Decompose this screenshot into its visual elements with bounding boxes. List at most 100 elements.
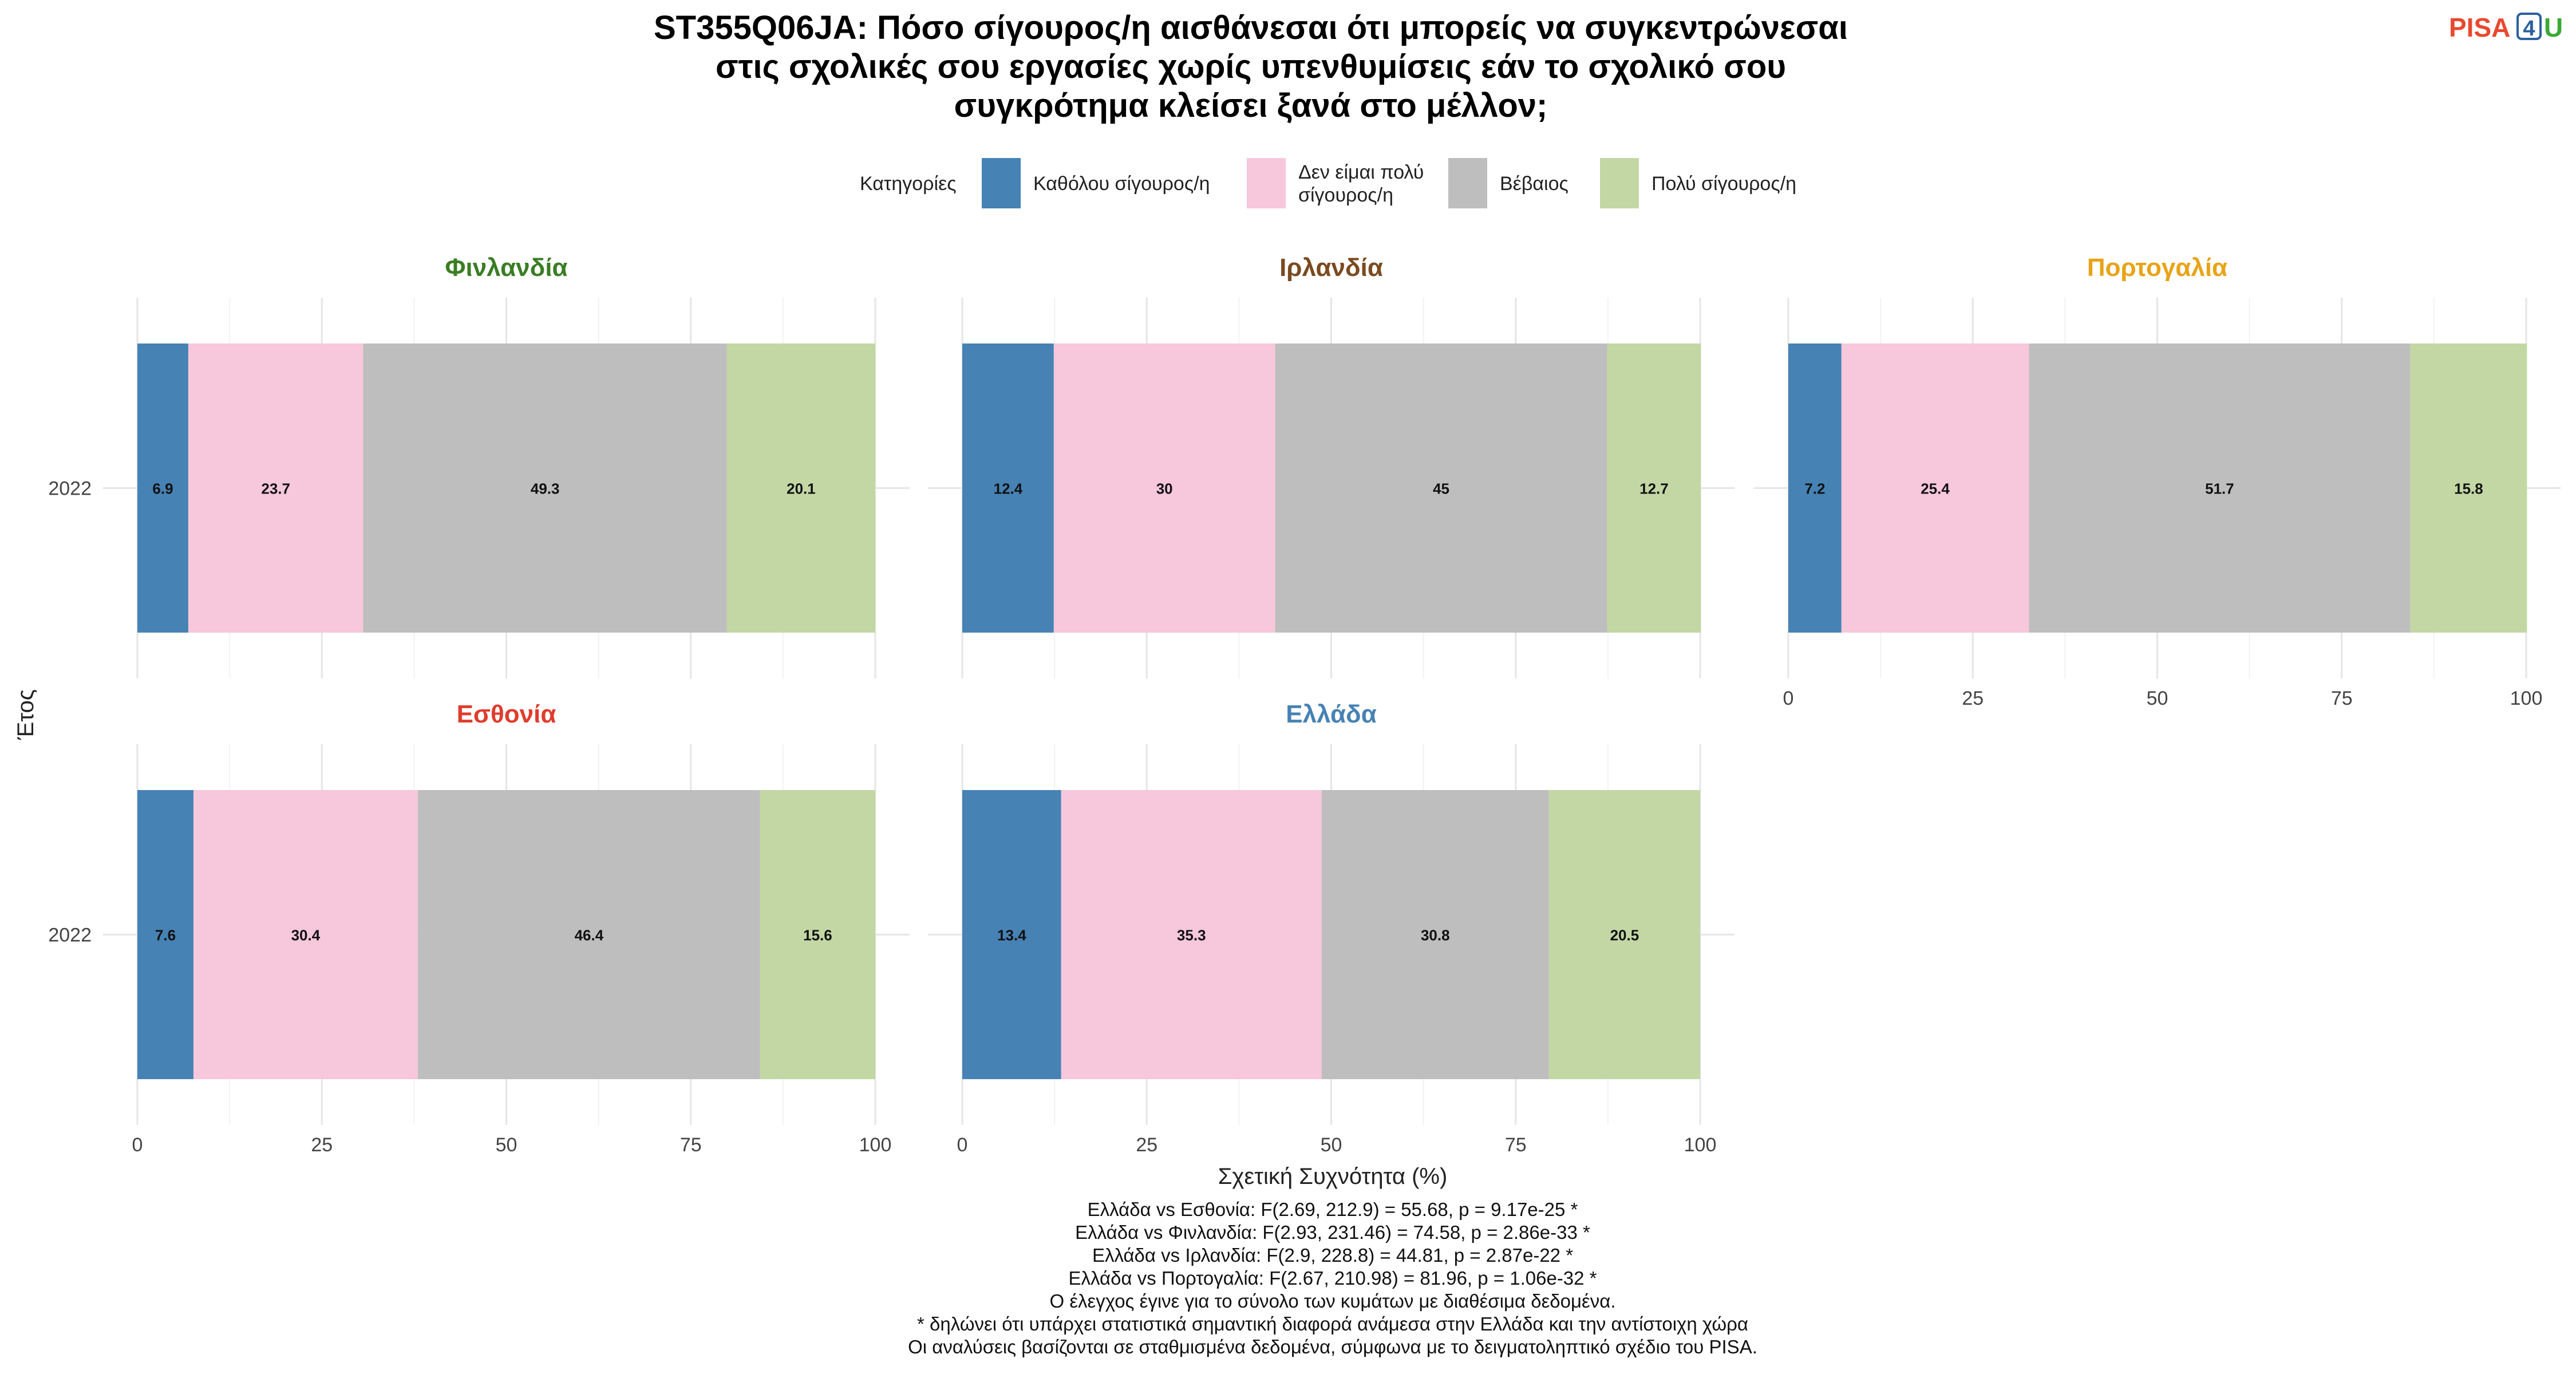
bar-segment xyxy=(1275,344,1607,633)
panel-title: Εσθονία xyxy=(457,700,556,728)
panel-title: Φινλανδία xyxy=(445,254,567,282)
legend-key xyxy=(1247,158,1286,208)
bar-segment xyxy=(1548,790,1700,1079)
bar-value-label: 6.9 xyxy=(152,480,173,498)
bar-segment xyxy=(188,344,364,633)
x-tick-label: 25 xyxy=(1962,688,1984,709)
panel-title: Πορτογαλία xyxy=(2087,254,2227,282)
bar-segment xyxy=(1841,344,2029,633)
x-tick-label: 50 xyxy=(2147,688,2168,709)
footnote-line: Ελλάδα vs Πορτογαλία: F(2.67, 210.98) = … xyxy=(1068,1268,1597,1289)
logo-letter: U xyxy=(2544,13,2563,42)
logo-text: PISA xyxy=(2449,13,2510,42)
bar-value-label: 20.1 xyxy=(787,480,816,498)
x-tick-label: 25 xyxy=(311,1134,333,1156)
bar-segment xyxy=(1788,344,1842,633)
bar-segment xyxy=(1321,790,1549,1079)
bar-value-label: 15.6 xyxy=(803,927,832,944)
legend-label: Δεν είμαι πολύ xyxy=(1298,161,1424,183)
x-tick-label: 100 xyxy=(859,1134,892,1156)
bar-value-label: 12.4 xyxy=(994,480,1023,498)
legend-label: Βέβαιος xyxy=(1500,173,1568,195)
logo-digit: 4 xyxy=(2523,17,2535,41)
x-tick-label: 100 xyxy=(1684,1134,1717,1156)
bar-segment xyxy=(1061,790,1322,1079)
legend-label: Καθόλου σίγουρος/η xyxy=(1033,173,1210,195)
footnote-line: Ελλάδα vs Ιρλανδία: F(2.9, 228.8) = 44.8… xyxy=(1092,1245,1573,1266)
y-tick-label: 2022 xyxy=(48,478,92,500)
facet-panel: Φινλανδία 6.9 23.7 49.3 20.1 2022 xyxy=(48,254,910,678)
bar-value-label: 15.8 xyxy=(2454,480,2483,498)
bar-segment xyxy=(2410,344,2527,633)
bar-value-label: 30.8 xyxy=(1421,927,1450,944)
x-tick-label: 0 xyxy=(957,1134,968,1156)
y-axis-title: Έτος xyxy=(13,689,38,740)
chart-title: ST355Q06JA: Πόσο σίγουρος/η αισθάνεσαι ό… xyxy=(654,9,1848,124)
x-tick-label: 0 xyxy=(1783,688,1794,709)
facet-panel: Ιρλανδία 12.4 30 45 12.7 xyxy=(928,254,1735,678)
x-axis-title: Σχετική Συχνότητα (%) xyxy=(1218,1164,1448,1189)
facet-panel: Πορτογαλία 7.2 25.4 51.7 15.8 0 25 50 75 100 xyxy=(1754,254,2561,709)
bar-value-label: 25.4 xyxy=(1921,480,1950,498)
axis-titles: Σχετική Συχνότητα (%) Έτος xyxy=(13,689,1447,1189)
legend-label: Πολύ σίγουρος/η xyxy=(1652,173,1796,195)
legend-title: Κατηγορίες xyxy=(860,173,957,195)
bar-segment xyxy=(1607,344,1701,633)
bar-value-label: 13.4 xyxy=(997,927,1026,944)
bar-segment xyxy=(417,790,760,1079)
bar-value-label: 45 xyxy=(1433,480,1449,498)
panel-title: Ιρλανδία xyxy=(1279,254,1383,282)
panel-title: Ελλάδα xyxy=(1286,700,1377,728)
bar-value-label: 51.7 xyxy=(2205,480,2234,498)
bar-value-label: 20.5 xyxy=(1610,927,1639,944)
bar-value-label: 35.3 xyxy=(1177,927,1206,944)
bar-value-label: 7.6 xyxy=(155,927,176,944)
footnote-line: Ο έλεγχος έγινε για το σύνολο των κυμάτω… xyxy=(1050,1290,1616,1312)
legend: Κατηγορίες Καθόλου σίγουρος/η Δεν είμαι πο… xyxy=(860,158,1796,208)
legend-key xyxy=(1448,158,1487,208)
bar-segment xyxy=(2029,344,2411,633)
bar-value-label: 46.4 xyxy=(575,927,604,944)
bar-segment xyxy=(760,790,875,1079)
legend-key xyxy=(1600,158,1639,208)
bar-segment xyxy=(193,790,418,1079)
bar-value-label: 49.3 xyxy=(531,480,560,498)
x-tick-label: 0 xyxy=(132,1134,143,1156)
x-tick-label: 75 xyxy=(2331,688,2353,709)
legend-key xyxy=(982,158,1021,208)
footnotes: Ελλάδα vs Εσθονία: F(2.69, 212.9) = 55.6… xyxy=(908,1199,1757,1357)
logo-digit-box xyxy=(2516,13,2542,40)
chart-title-line: ST355Q06JA: Πόσο σίγουρος/η αισθάνεσαι ό… xyxy=(654,9,1848,46)
bar-value-label: 30.4 xyxy=(291,927,321,944)
footnote-line: Ελλάδα vs Φινλανδία: F(2.93, 231.46) = 7… xyxy=(1075,1222,1590,1243)
bar-value-label: 30 xyxy=(1156,480,1173,498)
bar-segment xyxy=(962,790,1061,1079)
bar-value-label: 23.7 xyxy=(261,480,290,498)
chart-title-line: συγκρότημα κλείσει ξανά στο μέλλον; xyxy=(954,87,1548,124)
bar-value-label: 12.7 xyxy=(1639,480,1669,498)
x-tick-label: 50 xyxy=(496,1134,517,1156)
bar-segment xyxy=(137,790,193,1079)
footnote-line: * δηλώνει ότι υπάρχει στατιστικά σημαντι… xyxy=(917,1313,1748,1334)
pisa4u-logo: PISA 4 U xyxy=(2449,13,2563,42)
facet-panel: Ελλάδα 13.4 35.3 30.8 20.5 0 25 50 75 100 xyxy=(928,700,1735,1156)
bar-segment xyxy=(1053,344,1275,633)
bar-segment xyxy=(363,344,727,633)
facet-panel: Εσθονία 7.6 30.4 46.4 15.6 2022 0 25 50 75 100 xyxy=(48,700,910,1156)
bar-segment xyxy=(726,344,875,633)
bar-segment xyxy=(137,344,188,633)
x-tick-label: 25 xyxy=(1136,1134,1157,1156)
legend-label: σίγουρος/η xyxy=(1298,184,1393,206)
footnote-line: Οι αναλύσεις βασίζονται σε σταθμισμένα δ… xyxy=(908,1336,1757,1357)
x-tick-label: 50 xyxy=(1321,1134,1342,1156)
bar-value-label: 7.2 xyxy=(1804,480,1825,498)
x-tick-label: 75 xyxy=(680,1134,702,1156)
facet-panels: Φινλανδία 6.9 23.7 49.3 20.1 2022 Ιρλανδία 12.4… xyxy=(48,254,2561,1156)
chart-title-line: στις σχολικές σου εργασίες χωρίς υπενθυμ… xyxy=(716,48,1786,85)
y-tick-label: 2022 xyxy=(48,925,92,946)
bar-segment xyxy=(962,344,1054,633)
footnote-line: Ελλάδα vs Εσθονία: F(2.69, 212.9) = 55.6… xyxy=(1088,1199,1578,1220)
x-tick-label: 75 xyxy=(1505,1134,1527,1156)
x-tick-label: 100 xyxy=(2510,688,2543,709)
